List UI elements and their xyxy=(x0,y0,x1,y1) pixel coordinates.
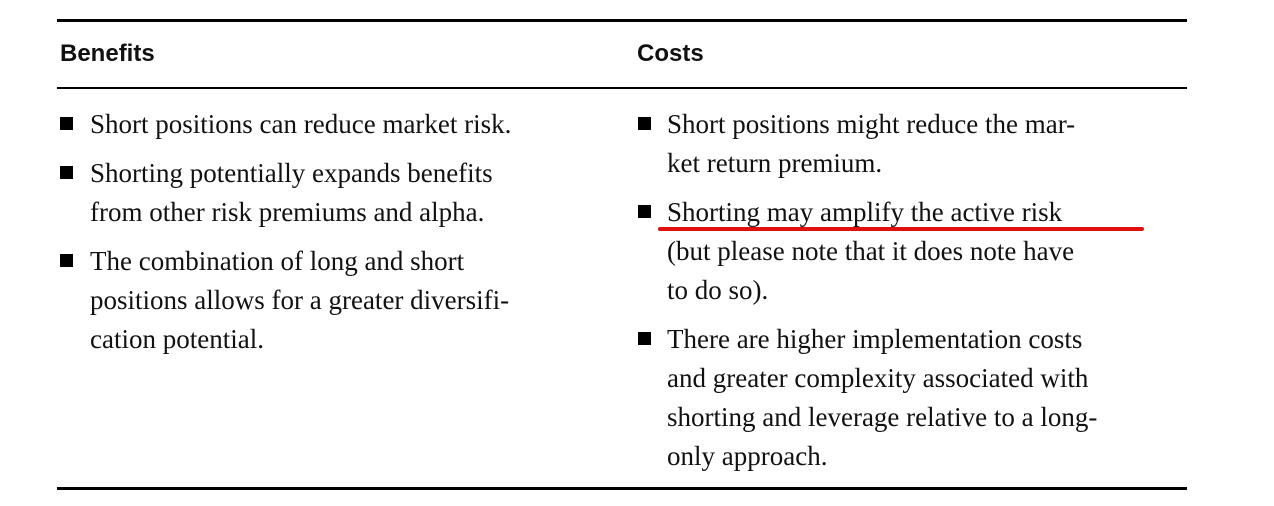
bullet-square xyxy=(60,254,73,267)
text-line: to do so). xyxy=(667,275,769,305)
text-line: positions allows for a greater diversifi… xyxy=(90,285,510,315)
bullet-square xyxy=(638,205,651,218)
bullet-square xyxy=(60,166,73,179)
text-line: only approach. xyxy=(667,441,828,471)
bullet-item: Short positions can reduce market risk. xyxy=(60,105,620,144)
bullet-item: There are higher implementation costs and… xyxy=(638,320,1183,476)
text-line: cation potential. xyxy=(90,324,264,354)
bullet-square xyxy=(638,332,651,345)
benefits-column: Short positions can reduce market risk. S… xyxy=(60,105,620,369)
bullet-item: Shorting potentially expands benefits fro… xyxy=(60,154,620,232)
costs-column: Short positions might reduce the mar-ket… xyxy=(638,105,1183,486)
column-header: Costs xyxy=(637,40,704,67)
text-line: and greater complexity associated with xyxy=(667,363,1089,393)
text-line: from other risk premiums and alpha. xyxy=(90,197,485,227)
text-line: (but please note that it does note have xyxy=(667,236,1075,266)
red-underline xyxy=(658,227,1144,231)
text-line: The combination of long and short xyxy=(90,246,465,276)
top-rule xyxy=(57,19,1187,22)
bullet-item: The combination of long and short positio… xyxy=(60,242,620,359)
text-line: shorting and leverage relative to a long… xyxy=(667,402,1098,432)
text-line: Short positions might reduce the mar- xyxy=(667,109,1076,139)
text-line: ket return premium. xyxy=(667,148,883,178)
bullet-item: Shorting may amplify the active risk (but… xyxy=(638,193,1183,310)
text-line: Shorting potentially expands benefits xyxy=(90,158,493,188)
text-line: Short positions can reduce market risk. xyxy=(90,109,512,139)
bullet-item: Short positions might reduce the mar-ket… xyxy=(638,105,1183,183)
header-rule xyxy=(57,87,1187,89)
bullet-square xyxy=(60,117,73,130)
text-line: There are higher implementation costs xyxy=(667,324,1083,354)
text-line: Shorting may amplify the active risk xyxy=(667,197,1063,227)
column-header: Benefits xyxy=(60,40,155,67)
bullet-square xyxy=(638,117,651,130)
bottom-rule xyxy=(57,487,1187,490)
